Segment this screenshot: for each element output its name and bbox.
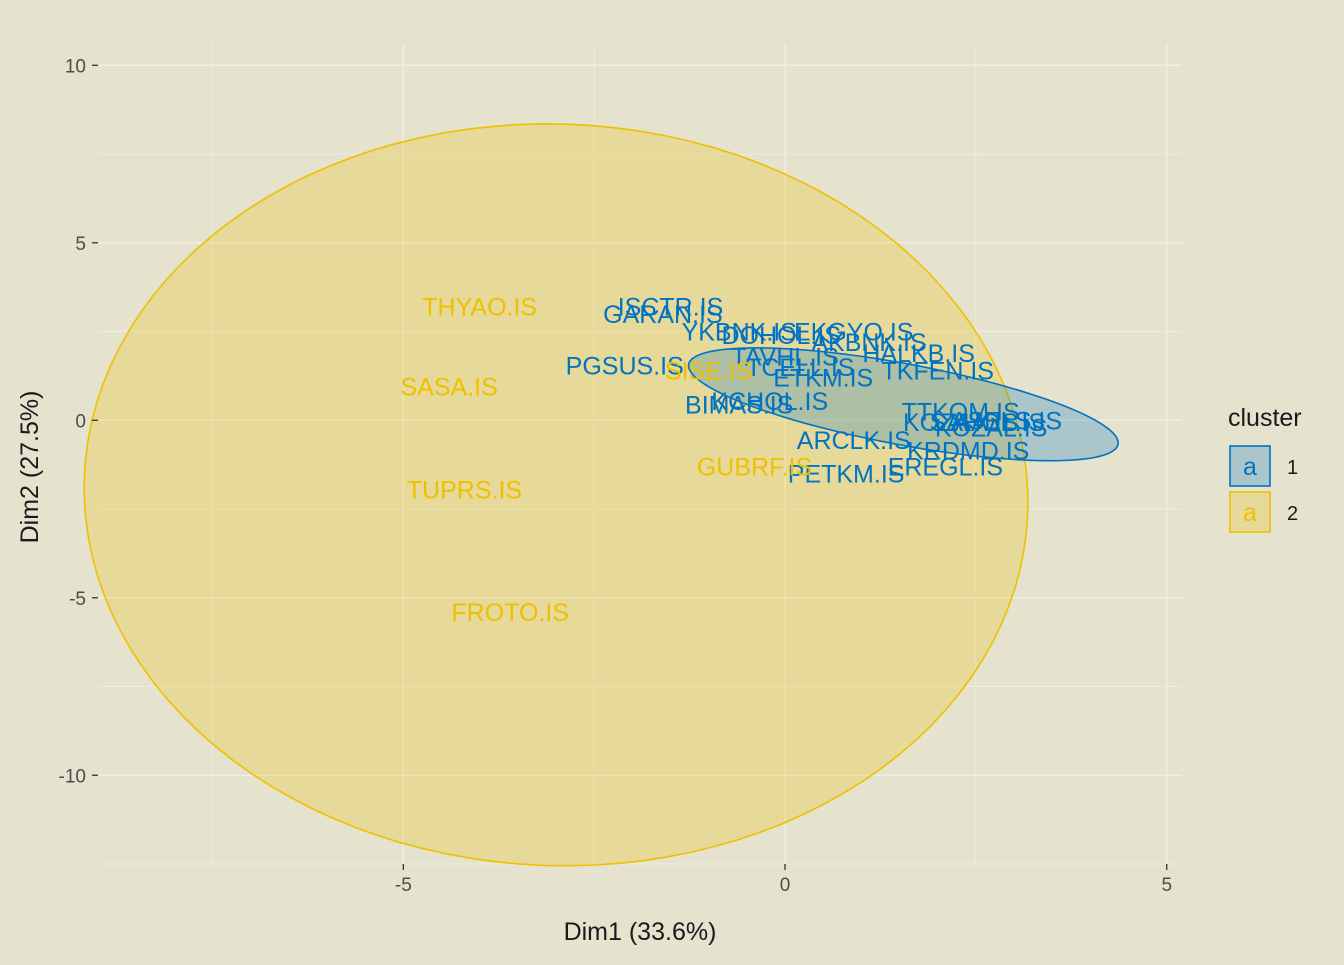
- point-label: THYAO.IS: [422, 294, 537, 322]
- point-label: TCELL.IS: [746, 354, 854, 382]
- point-label: ARCLK.IS: [797, 427, 911, 455]
- point-label: KCHOL.IS: [711, 388, 828, 416]
- point-label: PETKM.IS: [788, 461, 905, 489]
- y-tick-label: -5: [69, 589, 86, 610]
- point-label: PGSUS.IS: [566, 352, 684, 380]
- point-label: DOHOL.IS: [721, 322, 840, 350]
- cluster-1-ellipse: [687, 347, 1120, 462]
- axes: -5 0 5 -10 -5 0 5 10: [59, 56, 1172, 896]
- point-label: GARAN.IS: [603, 301, 722, 329]
- point-label: KRDMD.IS: [907, 437, 1029, 465]
- cluster-ellipses: [83, 123, 1120, 867]
- legend-title: cluster: [1228, 404, 1302, 432]
- cluster-2-ellipse: [83, 123, 1029, 867]
- point-label: EKGYO.IS: [794, 319, 913, 347]
- grid-lines: [98, 44, 1182, 865]
- x-tick-label: 5: [1161, 875, 1172, 896]
- point-label: ISCTR.IS: [618, 294, 724, 322]
- legend-key-2: [1229, 491, 1271, 533]
- legend: cluster a 1 a 2: [1228, 404, 1302, 533]
- point-label: HALKB.IS: [862, 340, 975, 368]
- point-label: SAHOL.IS: [930, 409, 1045, 437]
- point-label: YKBNK.IS: [682, 319, 797, 347]
- point-label: AKBNK.IS: [811, 329, 926, 357]
- x-tick-label: 0: [780, 875, 791, 896]
- point-label: TAVHL.IS: [731, 343, 838, 371]
- point-label: SASA.IS: [401, 374, 498, 402]
- point-label: KOZAA.IS: [903, 409, 1018, 437]
- point-label: BIMAS.IS: [685, 391, 793, 419]
- legend-key-glyph: a: [1243, 453, 1257, 481]
- y-axis-title: Dim2 (27.5%): [16, 391, 44, 544]
- point-label: TUPRS.IS: [407, 476, 522, 504]
- y-tick-label: 0: [75, 411, 86, 432]
- point-label: TTKOM.IS: [902, 398, 1020, 426]
- point-label: EREGL.IS: [888, 453, 1003, 481]
- point-label: ASELS.IS: [951, 407, 1062, 435]
- legend-label: 2: [1287, 503, 1298, 525]
- x-tick-label: -5: [395, 875, 412, 896]
- legend-label: 1: [1287, 457, 1298, 479]
- point-label: KOZAL.IS: [935, 414, 1048, 442]
- x-axis-title: Dim1 (33.6%): [564, 918, 717, 946]
- point-label: SISE.IS: [665, 358, 753, 386]
- legend-key-1: [1229, 445, 1271, 487]
- point-label: ETKM.IS: [773, 365, 873, 393]
- y-tick-label: 5: [75, 234, 86, 255]
- y-tick-label: -10: [59, 766, 86, 787]
- point-label: FROTO.IS: [451, 599, 569, 627]
- y-tick-label: 10: [65, 56, 86, 77]
- legend-key-glyph: a: [1243, 499, 1257, 527]
- point-label: TKFEN.IS: [881, 358, 994, 386]
- point-labels: ISCTR.ISGARAN.ISYKBNK.ISDOHOL.ISEKGYO.IS…: [401, 294, 1062, 627]
- point-label: GUBRF.IS: [697, 453, 812, 481]
